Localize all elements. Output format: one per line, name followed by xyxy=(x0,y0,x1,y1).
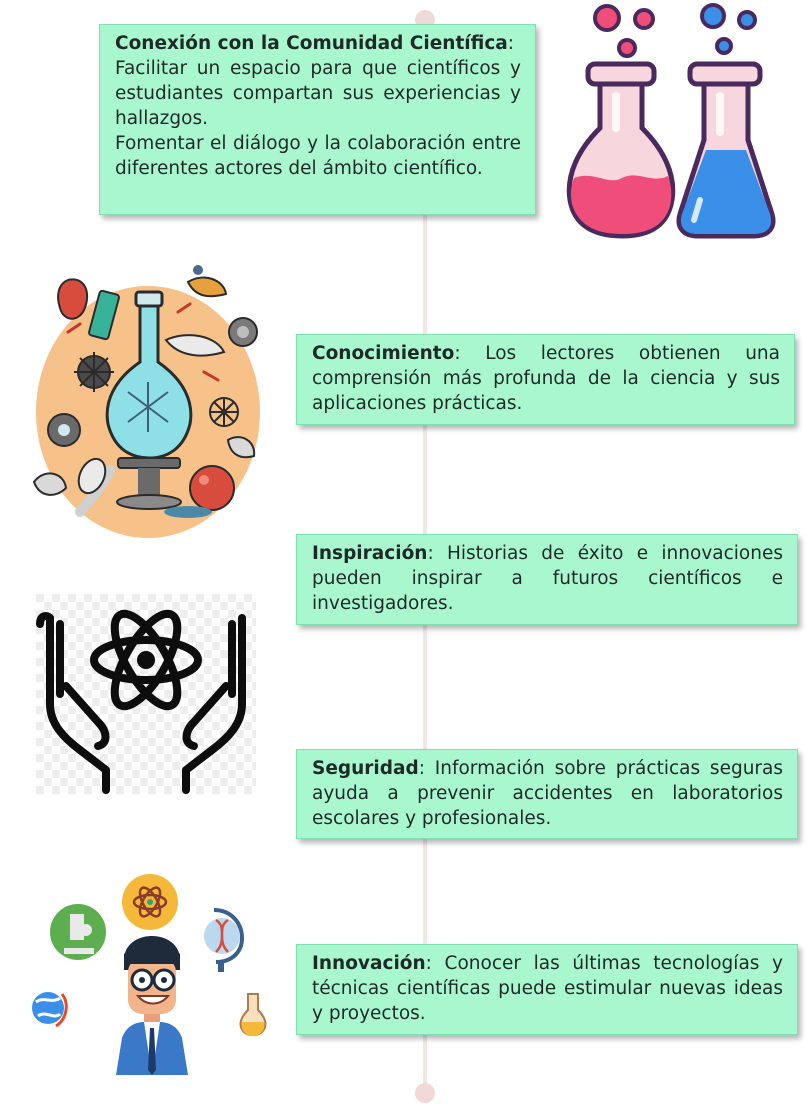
timeline-dot-bottom xyxy=(415,1083,435,1103)
card-title: Inspiración xyxy=(312,543,428,564)
card-title: Conocimiento xyxy=(312,343,455,364)
card-title: Innovación xyxy=(312,953,426,974)
card-line: Facilitar un espacio para que científico… xyxy=(115,58,521,129)
card-knowledge: Conocimiento: Los lectores obtienen una … xyxy=(296,334,795,425)
card-safety: Seguridad: Información sobre prácticas s… xyxy=(296,749,798,839)
card-separator: : xyxy=(425,953,432,974)
card-separator: : xyxy=(454,343,461,364)
card-separator: : xyxy=(418,758,425,779)
science-collage-icon xyxy=(32,265,260,538)
scientist-icon xyxy=(32,874,267,1075)
card-community-connection: Conexión con la Comunidad Científica: Fa… xyxy=(99,24,536,215)
card-innovation: Innovación: Conocer las últimas tecnolog… xyxy=(296,944,798,1035)
card-text: Los lectores obtienen una comprensión má… xyxy=(312,343,780,414)
card-title: Seguridad xyxy=(312,758,419,779)
card-separator: : xyxy=(507,33,515,54)
card-text: Información sobre prácticas seguras ayud… xyxy=(312,758,783,829)
card-separator: : xyxy=(427,543,434,564)
card-text: Conocer las últimas tecnologías y técnic… xyxy=(312,953,783,1024)
card-title: Conexión con la Comunidad Científica xyxy=(115,33,508,54)
card-text: Historias de éxito e innovaciones pueden… xyxy=(312,543,783,614)
card-inspiration: Inspiración: Historias de éxito e innova… xyxy=(296,534,798,625)
atom-hands-icon xyxy=(36,594,256,794)
lab-flasks-icon xyxy=(566,3,776,239)
card-line: Fomentar el diálogo y la colaboración en… xyxy=(115,133,521,179)
